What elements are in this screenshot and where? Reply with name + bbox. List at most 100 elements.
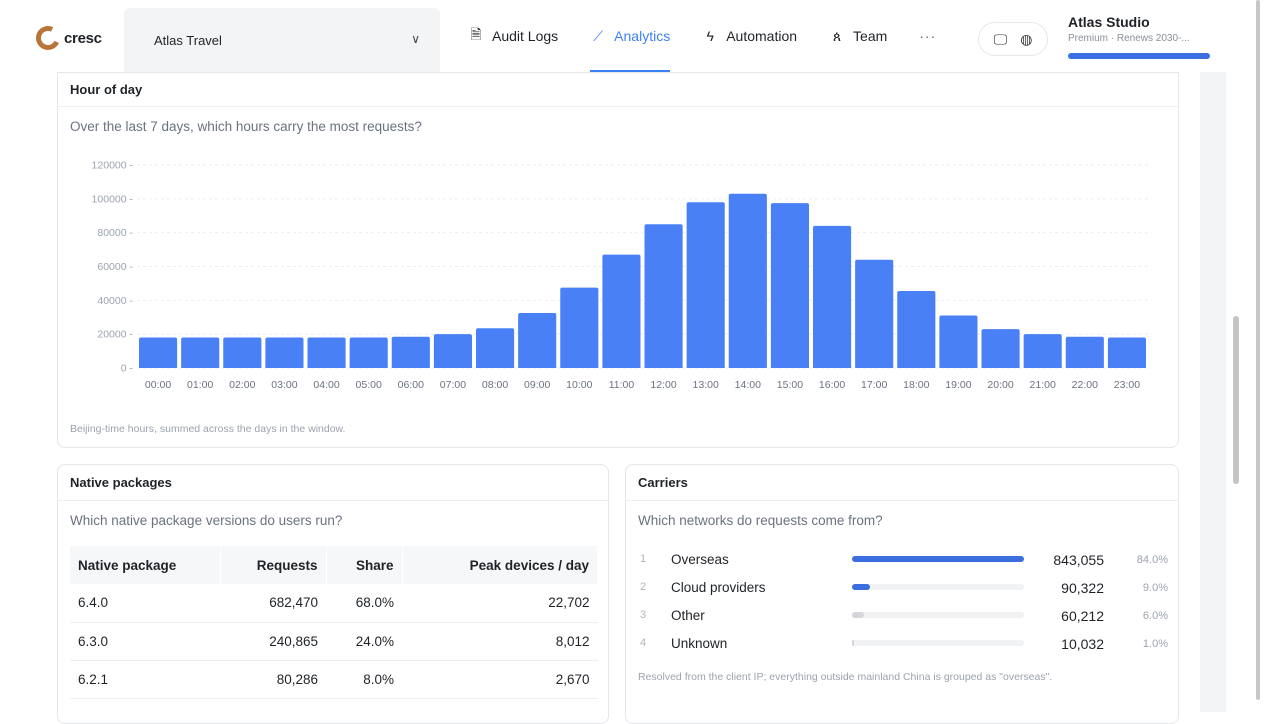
hour-of-day-chart: 0 - 20000 - 40000 - 60000 - 80000 - 100000 - 1… [92, 160, 1148, 391]
globe-icon[interactable]: ◍ [1020, 30, 1033, 47]
share-bar-fill [852, 612, 865, 618]
column-header[interactable]: Native package [70, 546, 221, 584]
table-row: 6.3.0 240,865 24.0% 8,012 [70, 622, 598, 661]
table-cell: 22,702 [402, 584, 598, 623]
share-bar-fill [852, 640, 855, 646]
bar-19:00[interactable] [939, 315, 978, 368]
bar-06:00[interactable] [391, 336, 430, 368]
carrier-share: 84.0% [1136, 554, 1168, 566]
y-tick-label: 20000 - [97, 329, 133, 341]
display-language-toggle: 🖵 ◍ [978, 22, 1048, 56]
nav-automation[interactable]: ϟ Automation [702, 0, 797, 72]
hour-of-day-card: Hour of day Over the last 7 days, which … [57, 72, 1179, 448]
list-item: 2 Cloud providers 90,322 9.0% [638, 577, 1168, 605]
nav-label: Audit Logs [492, 28, 559, 44]
bar-04:00[interactable] [307, 337, 346, 368]
x-tick-label: 21:00 [1030, 379, 1056, 391]
window-scrollbar[interactable] [1256, 0, 1260, 700]
scrollbar-thumb[interactable] [1233, 316, 1239, 484]
bar-17:00[interactable] [855, 259, 894, 368]
bar-15:00[interactable] [770, 203, 809, 368]
card-title: Native packages [58, 465, 608, 501]
x-tick-label: 17:00 [861, 379, 887, 391]
nav-analytics[interactable]: ⟋ Analytics [590, 0, 671, 72]
table-row: 6.2.1 80,286 8.0% 2,670 [70, 660, 598, 699]
list-item: 4 Unknown 10,032 1.0% [638, 633, 1168, 661]
list-item: 1 Overseas 843,055 84.0% [638, 549, 1168, 577]
bar-03:00[interactable] [265, 337, 304, 368]
carriers-card: Carriers Which networks do requests come… [625, 464, 1179, 724]
bar-12:00[interactable] [644, 224, 683, 368]
carrier-share: 1.0% [1142, 638, 1168, 650]
bar-07:00[interactable] [433, 334, 472, 368]
bar-16:00[interactable] [813, 225, 852, 368]
bar-05:00[interactable] [349, 337, 388, 368]
bar-02:00[interactable] [223, 337, 262, 368]
x-tick-label: 07:00 [440, 379, 466, 391]
carrier-requests: 843,055 [1053, 552, 1104, 568]
carrier-name: Cloud providers [671, 580, 766, 595]
nav-team[interactable]: ጰ Team [829, 0, 887, 72]
project-selector[interactable]: Atlas Travel ∨ [124, 8, 440, 72]
share-bar-track [852, 612, 1024, 618]
card-question: Over the last 7 days, which hours carry … [70, 119, 422, 134]
bar-00:00[interactable] [139, 337, 178, 368]
bar-10:00[interactable] [560, 287, 599, 368]
bar-21:00[interactable] [1023, 334, 1062, 368]
list-item: 3 Other 60,212 6.0% [638, 605, 1168, 633]
carrier-requests: 10,032 [1061, 636, 1104, 652]
bar-13:00[interactable] [686, 202, 725, 368]
chart-footnote: Beijing-time hours, summed across the da… [70, 423, 346, 435]
x-tick-label: 16:00 [819, 379, 845, 391]
bar-18:00[interactable] [897, 291, 936, 368]
carrier-requests: 90,322 [1061, 580, 1104, 596]
nav-audit-logs[interactable]: 🗎 Audit Logs [468, 0, 558, 72]
table-cell: 6.4.0 [70, 584, 220, 623]
share-bar-fill [852, 556, 1024, 562]
bar-14:00[interactable] [728, 193, 767, 368]
x-tick-label: 06:00 [398, 379, 424, 391]
x-tick-label: 04:00 [313, 379, 339, 391]
card-question: Which networks do requests come from? [638, 513, 883, 528]
carrier-share: 6.0% [1142, 610, 1168, 622]
rank-number: 2 [640, 581, 647, 593]
logo[interactable]: cresc [32, 22, 102, 54]
carriers-list: 1 Overseas 843,055 84.0% 2 Cloud provide… [638, 549, 1168, 661]
bar-11:00[interactable] [602, 254, 641, 368]
plan-usage-bar [1068, 53, 1210, 59]
x-tick-label: 22:00 [1072, 379, 1098, 391]
lightning-icon: ϟ [706, 28, 714, 44]
table-cell: 8,012 [402, 622, 598, 661]
main-nav: 🗎 Audit Logs ⟋ Analytics ϟ Automation ጰ … [468, 0, 936, 72]
card-title: Hour of day [58, 73, 1178, 107]
x-tick-label: 19:00 [945, 379, 971, 391]
x-tick-label: 10:00 [566, 379, 592, 391]
x-tick-label: 14:00 [735, 379, 761, 391]
column-header[interactable]: Share [326, 546, 403, 584]
column-header[interactable]: Peak devices / day [402, 546, 598, 584]
table-cell: 240,865 [220, 622, 326, 661]
x-tick-label: 20:00 [987, 379, 1013, 391]
bar-08:00[interactable] [476, 328, 515, 368]
table-cell: 8.0% [326, 660, 402, 699]
bar-23:00[interactable] [1107, 337, 1146, 368]
table-cell: 24.0% [326, 622, 402, 661]
bar-20:00[interactable] [981, 329, 1020, 368]
logo-mark-icon [32, 22, 64, 54]
column-header[interactable]: Requests [220, 546, 327, 584]
account-menu[interactable]: Atlas Studio Premium · Renews 2030-... [1068, 14, 1210, 59]
nav-label: Team [853, 28, 888, 44]
users-icon: ጰ [832, 27, 842, 44]
carrier-share: 9.0% [1142, 582, 1168, 594]
share-bar-track [852, 640, 1024, 646]
table-row: 6.4.0 682,470 68.0% 22,702 [70, 584, 598, 623]
bar-09:00[interactable] [518, 313, 557, 368]
more-menu-icon[interactable]: ··· [919, 28, 937, 44]
bar-22:00[interactable] [1065, 336, 1104, 368]
line-chart-icon: ⟋ [593, 27, 604, 44]
bar-01:00[interactable] [181, 337, 220, 368]
monitor-icon[interactable]: 🖵 [993, 30, 1008, 47]
x-tick-label: 11:00 [609, 379, 635, 391]
document-icon: 🗎 [470, 26, 482, 42]
x-tick-label: 02:00 [229, 379, 255, 391]
